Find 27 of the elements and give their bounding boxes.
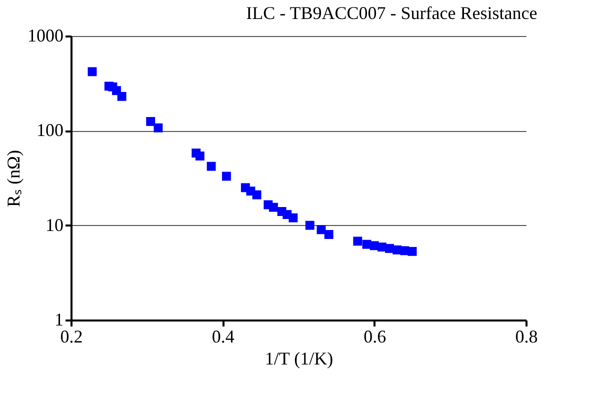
y-tick-label: 1000 <box>28 26 64 46</box>
x-axis-title: 1/T (1/K) <box>264 348 334 368</box>
point <box>305 220 314 230</box>
point <box>88 67 97 76</box>
point <box>408 246 417 256</box>
point <box>288 213 298 222</box>
y-axis-title: Rₛ (nΩ) <box>4 150 24 207</box>
point <box>269 202 278 212</box>
point <box>222 172 231 181</box>
x-tick-label: 0.8 <box>515 326 538 346</box>
chart-title: ILC - TB9ACC007 - Surface Resistance <box>246 3 538 23</box>
point <box>117 92 126 101</box>
x-tick-label: 0.4 <box>212 326 234 346</box>
point <box>324 230 334 239</box>
point <box>353 236 362 246</box>
point <box>146 117 156 126</box>
y-tick-label: 10 <box>46 214 64 235</box>
point <box>316 225 326 234</box>
x-tick-label: 0.2 <box>60 326 83 346</box>
point <box>195 152 204 160</box>
point <box>206 162 216 171</box>
point <box>252 190 262 200</box>
y-tick-label: 100 <box>36 120 64 140</box>
point <box>400 246 410 256</box>
y-tick-label: 1 <box>54 310 64 330</box>
x-tick-label: 0.6 <box>364 326 386 346</box>
point <box>154 123 163 132</box>
